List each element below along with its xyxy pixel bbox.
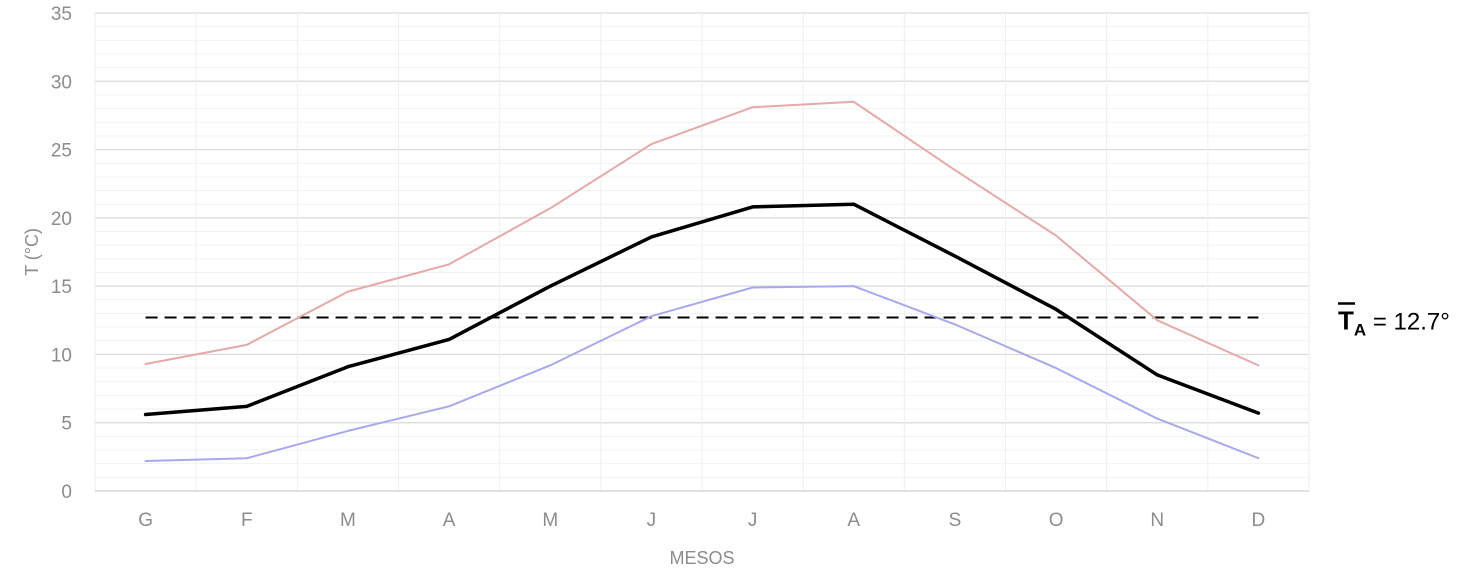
y-tick-label: 30 (51, 72, 72, 93)
x-tick-label: A (847, 510, 860, 531)
annotation-symbol: T (1338, 306, 1354, 336)
series-line-3 (144, 285, 1260, 462)
x-tick-label: G (138, 510, 153, 531)
annotation-text: TA = 12.7° (1338, 306, 1450, 340)
y-tick-labels: 0 5 10 15 20 25 30 35 (51, 4, 72, 503)
x-tick-label: J (748, 510, 758, 531)
x-axis-label: MESOS (669, 548, 734, 568)
y-axis-label: T (°C) (22, 228, 42, 276)
series-line-2 (143, 202, 1261, 417)
y-tick-label: 0 (61, 482, 72, 503)
vertical-gridlines (94, 13, 1310, 491)
x-tick-label: D (1252, 510, 1266, 531)
y-tick-label: 35 (51, 4, 72, 25)
x-tick-label: A (443, 510, 456, 531)
y-tick-label: 15 (51, 277, 72, 298)
x-tick-label: N (1150, 510, 1164, 531)
x-tick-label: S (949, 510, 962, 531)
mean-annotation: TA = 12.7° (1338, 302, 1450, 340)
series-lines (143, 100, 1261, 462)
x-tick-label: O (1049, 510, 1064, 531)
annotation-subscript: A (1354, 321, 1366, 340)
y-tick-label: 10 (51, 345, 72, 366)
x-tick-label: F (241, 510, 253, 531)
y-tick-label: 5 (61, 414, 72, 435)
y-tick-label: 25 (51, 141, 72, 162)
x-tick-label: M (542, 510, 558, 531)
series-line-1 (144, 100, 1260, 367)
x-tick-label: J (647, 510, 657, 531)
x-tick-label: M (340, 510, 356, 531)
annotation-value: = 12.7° (1366, 309, 1450, 336)
y-tick-label: 20 (51, 209, 72, 230)
